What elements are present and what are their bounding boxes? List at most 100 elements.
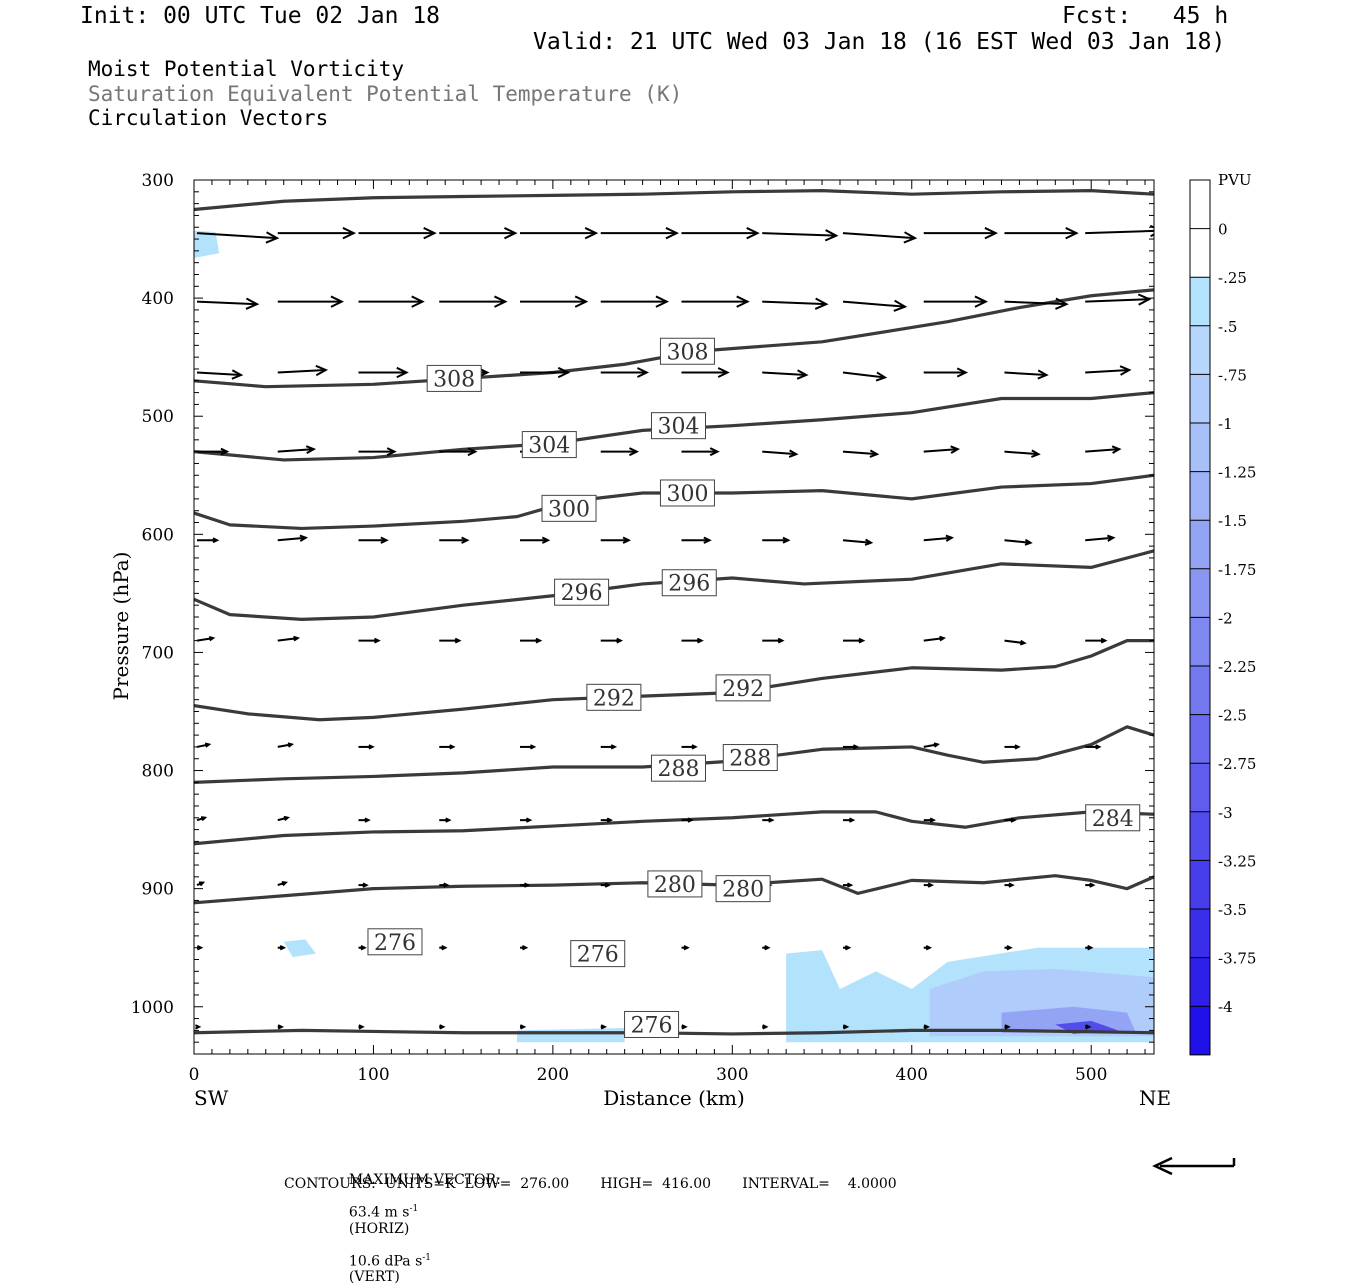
horiz-unit: (HORIZ) <box>348 1220 410 1237</box>
vector-shaft <box>1004 539 1031 544</box>
field-title-vectors: Circulation Vectors <box>88 106 329 130</box>
vector-head <box>925 945 933 951</box>
vector-head <box>1008 882 1015 888</box>
vector-head <box>504 227 518 240</box>
contour-label: 292 <box>593 686 635 711</box>
vector-shaft <box>923 448 958 453</box>
field-title-thetaes: Saturation Equivalent Potential Temperat… <box>88 82 683 106</box>
vector-shaft <box>1085 229 1154 235</box>
vector-head <box>1004 1024 1011 1030</box>
vector-head <box>523 882 531 888</box>
colorbar-swatch <box>1190 277 1210 327</box>
vector-head <box>362 882 369 888</box>
colorbar-label: -1 <box>1218 415 1233 433</box>
vector-shaft <box>277 448 314 453</box>
vector-head <box>525 817 533 823</box>
vector-head <box>220 447 230 456</box>
vector-head <box>984 227 999 240</box>
vector-shaft <box>762 300 827 306</box>
vector-head <box>746 227 760 240</box>
vector-head <box>681 1024 688 1030</box>
vector-shaft <box>1004 639 1025 645</box>
valid-time: Valid: 21 UTC Wed 03 Jan 18 (16 EST Wed … <box>533 29 1226 55</box>
contour-label: 276 <box>374 931 416 956</box>
vector-head <box>777 637 785 644</box>
vector-head <box>445 817 452 823</box>
vector-head <box>439 1024 446 1030</box>
colorbar-label: -3.25 <box>1218 852 1256 870</box>
vector-head <box>875 371 888 382</box>
y-tick-label: 700 <box>142 643 174 663</box>
max-horiz-value: 63.4 m s <box>348 1204 410 1221</box>
colorbar-swatch <box>1190 617 1210 667</box>
vector-head <box>1055 297 1069 310</box>
contour-label-box <box>367 928 423 956</box>
colorbar-swatch <box>1190 374 1210 424</box>
contour-label: 296 <box>668 572 710 597</box>
vector-head <box>933 742 940 748</box>
colorbar-swatch <box>1190 228 1210 278</box>
vector-head <box>616 637 624 644</box>
vector-head <box>683 945 690 951</box>
colorbar-swatch <box>1190 325 1210 375</box>
vector-head <box>846 882 854 888</box>
vector-head <box>1100 637 1108 644</box>
vector-head <box>287 742 295 748</box>
vector-head <box>584 227 599 240</box>
vector-head <box>796 369 809 380</box>
vector-head <box>330 295 345 308</box>
contour-label: 304 <box>657 415 699 440</box>
vector-shaft <box>277 369 326 374</box>
vector-head <box>687 817 694 823</box>
vector-shaft <box>1085 369 1130 374</box>
colorbar-swatch <box>1190 520 1210 570</box>
vector-head <box>441 945 448 951</box>
vector-head <box>467 447 478 457</box>
vector-head <box>768 817 775 823</box>
colorbar-label: -1.25 <box>1218 464 1256 482</box>
vector-head <box>204 742 212 748</box>
horiz-exponent: -1 <box>409 1204 419 1214</box>
vector-head <box>665 227 680 240</box>
contour-label-box <box>659 479 715 507</box>
colorbar-label: -.75 <box>1218 366 1247 384</box>
vector-head <box>655 295 670 308</box>
colorbar-swatch <box>1190 568 1210 618</box>
vector-shaft <box>1085 448 1120 453</box>
vector-head <box>1030 449 1041 458</box>
vector-head <box>293 635 301 642</box>
contours-info: CONTOURS: UNITS=K LOW= 276.00 HIGH= 416.… <box>284 1176 897 1192</box>
vector-head <box>299 534 309 542</box>
vector-head <box>386 447 397 457</box>
vector-head <box>736 295 750 308</box>
vector-head <box>277 1024 285 1030</box>
theta-contour-296 <box>194 549 1154 621</box>
vector-head <box>315 364 329 377</box>
colorbar-swatch <box>1190 423 1210 473</box>
x-tick-label: 0 <box>189 1065 200 1085</box>
vector-head <box>842 1024 850 1030</box>
vector-head <box>606 817 614 823</box>
vector-shaft <box>277 637 298 642</box>
vector-head <box>279 945 287 951</box>
vert-exponent: -1 <box>422 1252 432 1263</box>
colorbar-label: -3 <box>1218 804 1233 822</box>
contour-labels: 276 276 276 280 280 284 288 288 292 292 296 296 300 3… <box>367 337 1141 1038</box>
vector-shaft <box>1004 300 1067 306</box>
vector-head <box>929 817 937 823</box>
vector-head <box>848 817 856 823</box>
contour-label: 308 <box>433 367 475 392</box>
vector-head <box>1106 534 1116 542</box>
colorbar-swatch <box>1190 180 1210 230</box>
axes: 300 400 500 600 700 800 900 1000 0 100 200 300 400 50… <box>131 171 1154 1085</box>
vector-head <box>703 536 712 544</box>
y-tick-label: 500 <box>142 407 174 427</box>
colorbar-swatch <box>1190 811 1210 861</box>
vector-head <box>950 445 961 454</box>
vector-head <box>1019 639 1027 646</box>
vector-head <box>245 297 260 310</box>
x-tick-label: 500 <box>1075 1065 1107 1085</box>
vector-head <box>864 538 874 546</box>
contour-label: 296 <box>561 581 603 606</box>
vector-head <box>557 366 571 379</box>
